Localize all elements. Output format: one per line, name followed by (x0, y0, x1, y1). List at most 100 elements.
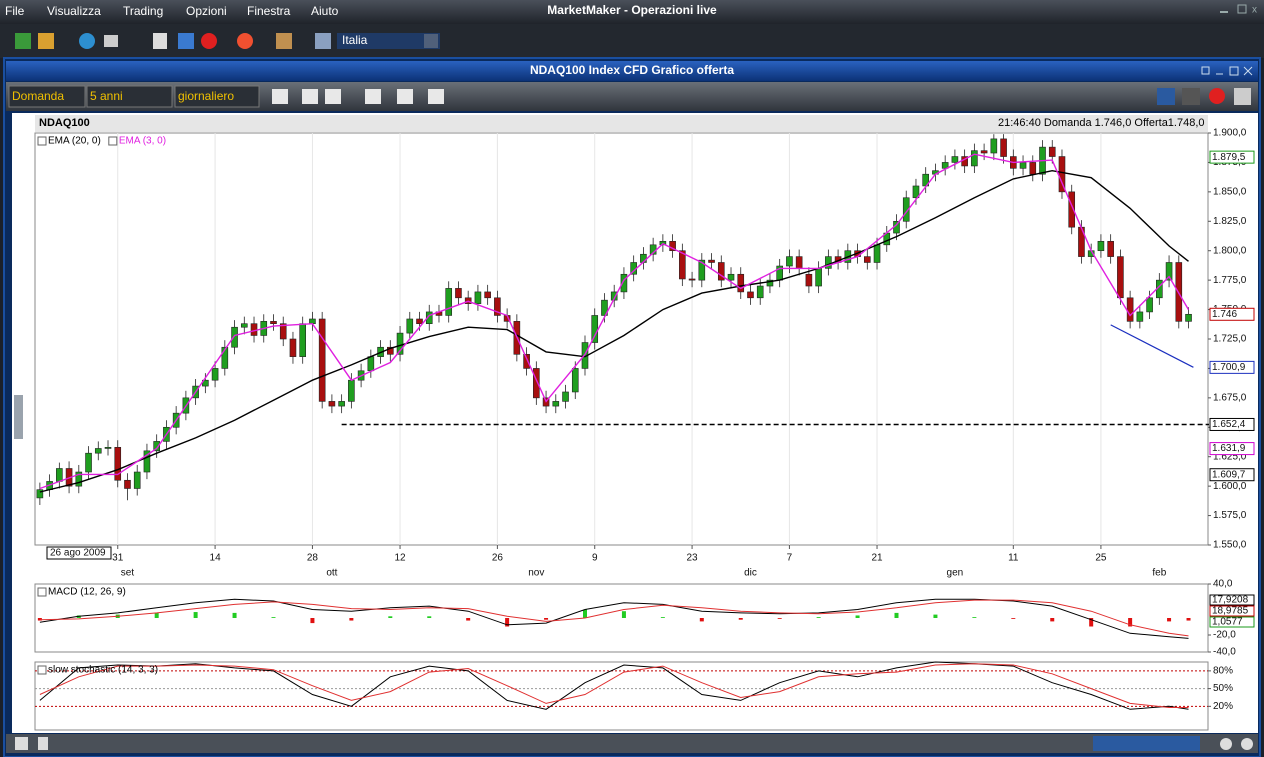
x-tick-label: 28 (307, 553, 319, 564)
y-tick-label: 80% (1213, 666, 1233, 677)
month-label: ott (326, 568, 337, 579)
menu-item[interactable]: Finestra (247, 4, 291, 18)
y-tick-label: 1.825,0 (1213, 216, 1247, 227)
histogram-bar (1128, 618, 1133, 627)
x-tick-label: 11 (1008, 553, 1019, 564)
value-tag-label: 1,0577 (1212, 617, 1243, 628)
y-tick-label: -40,0 (1213, 647, 1236, 658)
candle-body (36, 489, 44, 499)
histogram-bar (972, 617, 977, 618)
selector-label: 5 anni (90, 89, 123, 103)
zoom-buttons[interactable] (15, 737, 1253, 750)
candle-body (795, 256, 803, 269)
candle-body (533, 368, 540, 399)
menu-item[interactable]: Visualizza (47, 4, 101, 18)
candle-body (318, 318, 326, 402)
candle-body (299, 323, 306, 357)
candle-body (620, 273, 628, 293)
candle-body (396, 332, 404, 355)
candle-body (727, 273, 735, 281)
y-tick-label: -20,0 (1213, 630, 1236, 641)
candle-body (1019, 162, 1027, 169)
price-tag (1209, 360, 1255, 374)
window-title: NDAQ100 Index CFD Grafico offerta (530, 63, 734, 77)
candle-body (279, 323, 287, 340)
x-tick-label: 12 (394, 553, 406, 564)
selector-label: Domanda (12, 89, 64, 103)
candle-body (717, 262, 725, 281)
histogram-bar (232, 612, 237, 618)
market-label: Italia (342, 33, 368, 47)
y-tick-label: 1.600,0 (1213, 481, 1247, 492)
indicator-line (39, 598, 1189, 639)
month-label: dic (744, 568, 757, 579)
candle-body (708, 259, 715, 263)
window-title-bar (6, 61, 1258, 81)
indicator-line (39, 663, 1189, 708)
cursor-box (46, 546, 112, 560)
candle-body (941, 162, 949, 169)
candle-body (1117, 256, 1124, 299)
candle-body (1185, 313, 1192, 322)
scroll-bar (6, 734, 1258, 753)
candle-body (815, 268, 822, 287)
candle-body (747, 291, 754, 299)
menu-item[interactable]: Opzioni (186, 4, 227, 18)
candle-body (523, 354, 530, 369)
candle-body (688, 278, 696, 281)
y-tick-label: 1.775,0 (1213, 275, 1247, 286)
y-tick-label: 40,0 (1213, 579, 1233, 590)
candle-body (445, 288, 453, 316)
candle-body (211, 368, 219, 381)
selector[interactable] (86, 85, 173, 108)
histogram-bar (582, 609, 587, 618)
selector[interactable] (174, 85, 260, 108)
dropdown-button[interactable] (424, 34, 438, 48)
selector[interactable] (8, 85, 86, 108)
candle-body (610, 291, 618, 301)
window-buttons[interactable] (1201, 66, 1253, 76)
value-tag (1209, 616, 1255, 628)
candle-body (990, 138, 998, 154)
candle-body (348, 379, 355, 402)
x-tick-label: 31 (112, 553, 124, 564)
value-tag-label: 18,9785 (1212, 606, 1249, 617)
price-tag-label: 1.700,9 (1212, 362, 1246, 373)
candle-body (133, 471, 141, 489)
scroll-thumb[interactable] (1093, 736, 1200, 751)
candle-body (1097, 240, 1105, 252)
menu-item[interactable]: File (5, 4, 25, 18)
menu-item[interactable]: Aiuto (311, 4, 339, 18)
histogram-bar (1011, 618, 1016, 619)
candle-body (124, 479, 131, 489)
price-tag-label: 1.652,4 (1212, 419, 1246, 430)
market-dropdown[interactable] (337, 33, 440, 49)
x-tick-label: 7 (787, 553, 793, 564)
legend-box (37, 136, 47, 146)
side-handle[interactable] (14, 395, 23, 439)
histogram-bar (699, 618, 704, 622)
candle-body (902, 197, 910, 222)
y-tick-label: 1.575,0 (1213, 510, 1247, 521)
chart-tool-icons[interactable] (272, 88, 1251, 105)
toolbar-icons[interactable] (15, 33, 331, 49)
candle-body (571, 368, 579, 393)
candle-body (552, 401, 560, 407)
candle-body (698, 259, 706, 281)
value-tag (1209, 594, 1255, 606)
legend-box (37, 587, 47, 597)
plot-panel (34, 661, 1209, 731)
window-controls[interactable]: x (1220, 4, 1257, 16)
histogram-bar (1186, 618, 1191, 621)
menu-item[interactable]: Trading (123, 4, 163, 18)
candle-body (367, 356, 375, 372)
legend-label: EMA (3, 0) (119, 136, 166, 147)
histogram-bar (427, 616, 432, 618)
indicator-line (39, 153, 1190, 490)
histogram-bar (349, 618, 354, 621)
plot-panel (34, 132, 1209, 546)
candle-body (425, 311, 433, 324)
candle-body (912, 185, 920, 199)
y-tick-label: 1.550,0 (1213, 540, 1247, 551)
